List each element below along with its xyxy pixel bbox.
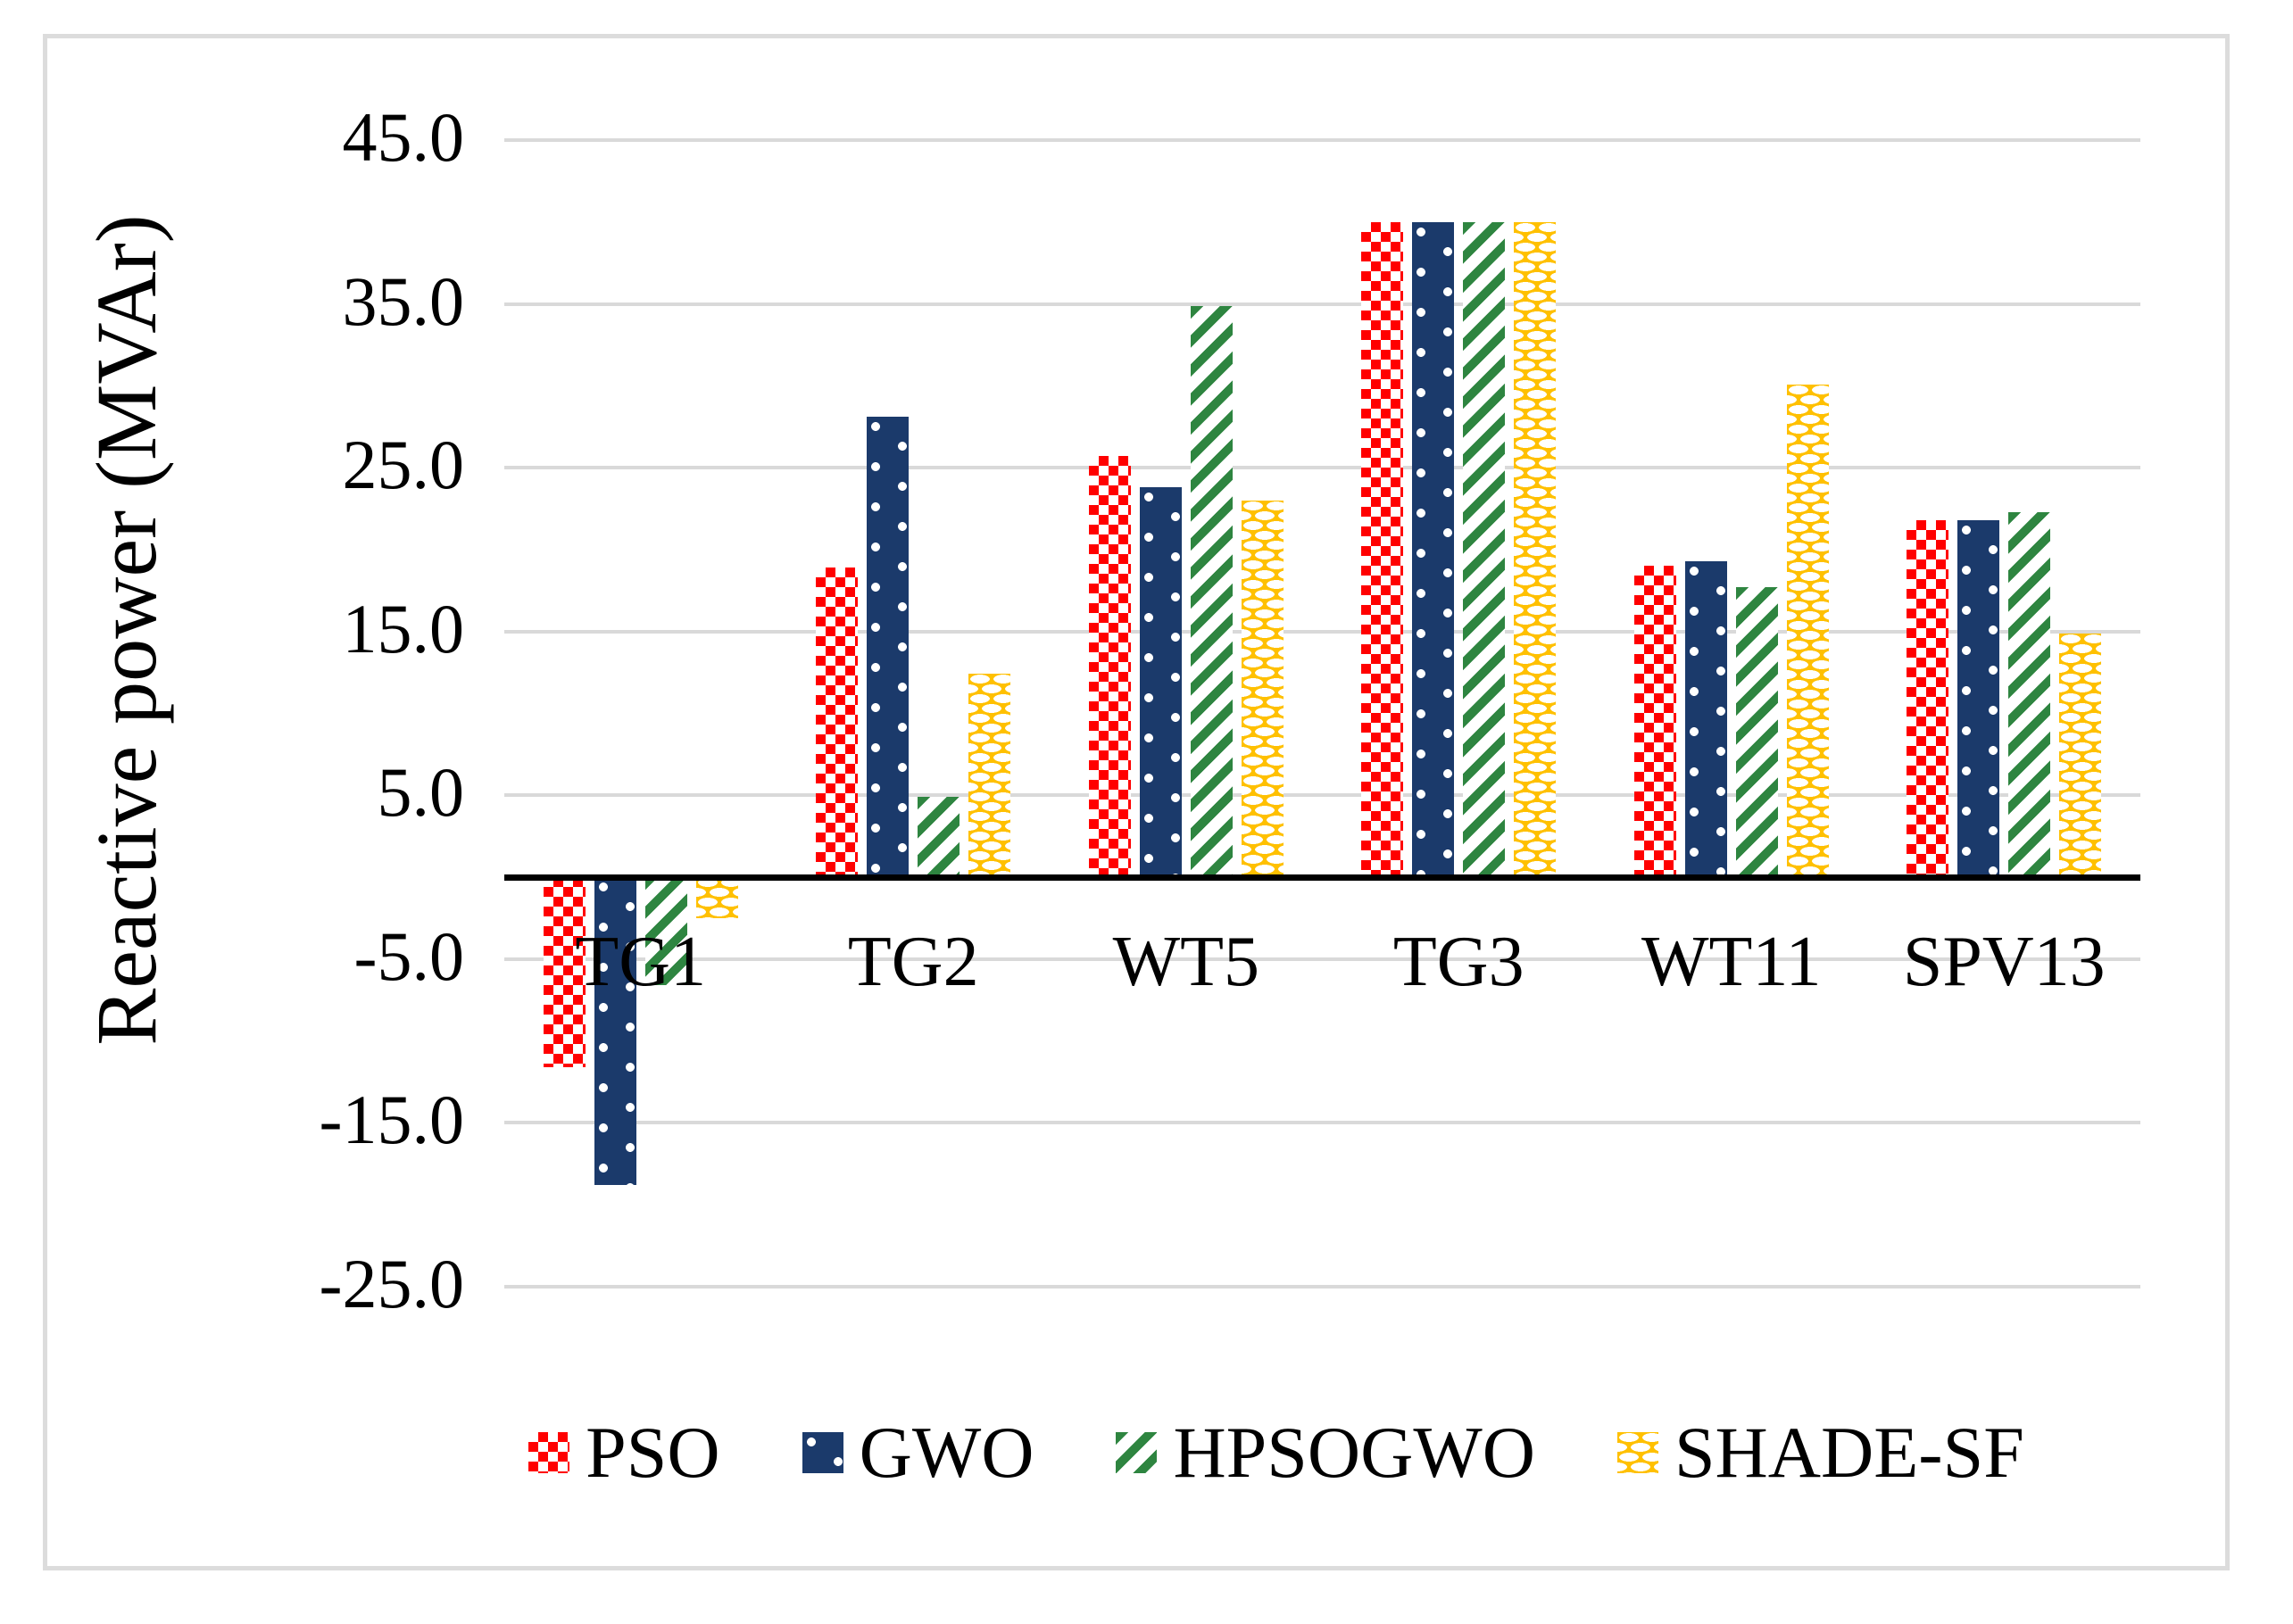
bar-pso-tg1 — [543, 877, 586, 1067]
x-label-tg1: TG1 — [575, 923, 707, 1001]
x-label-wt5: WT5 — [1112, 923, 1259, 1001]
legend-swatch-hpsogwo — [1116, 1432, 1158, 1473]
bar-hpsogwo-spv13 — [2008, 511, 2051, 877]
x-label-tg2: TG2 — [847, 923, 979, 1001]
gridline-45.0 — [504, 138, 2140, 143]
bar-shade-sf-tg1 — [695, 877, 738, 918]
legend-swatch-shade-sf — [1616, 1432, 1658, 1473]
legend-item-shade-sf: SHADE-SF — [1616, 1412, 2024, 1493]
legend-swatch-pso — [528, 1432, 570, 1473]
gridline-25.0 — [504, 466, 2140, 470]
gridline--25.0 — [504, 1284, 2140, 1288]
y-tick-label-35.0: 35.0 — [342, 261, 465, 340]
bar-shade-sf-wt11 — [1786, 384, 1829, 877]
y-tick-label--25.0: -25.0 — [319, 1244, 464, 1322]
legend-label-hpsogwo: HPSOGWO — [1173, 1412, 1535, 1493]
bar-pso-wt5 — [1088, 456, 1131, 877]
bar-shade-sf-tg2 — [968, 674, 1011, 877]
bar-pso-tg2 — [816, 568, 859, 877]
x-label-spv13: SPV13 — [1902, 923, 2106, 1001]
y-tick-label--15.0: -15.0 — [319, 1081, 464, 1159]
figure-frame — [43, 34, 2230, 1570]
bar-hpsogwo-tg3 — [1463, 222, 1506, 877]
bar-shade-sf-spv13 — [2059, 633, 2102, 877]
y-tick-label-15.0: 15.0 — [342, 589, 465, 667]
legend-item-pso: PSO — [528, 1412, 720, 1493]
bar-gwo-tg3 — [1412, 222, 1455, 877]
legend-label-pso: PSO — [586, 1412, 720, 1493]
y-tick-label-25.0: 25.0 — [342, 426, 465, 504]
x-label-tg3: TG3 — [1392, 923, 1525, 1001]
bar-gwo-wt11 — [1684, 560, 1727, 877]
bar-pso-wt11 — [1633, 566, 1676, 877]
bar-hpsogwo-wt11 — [1735, 587, 1778, 877]
bar-hpsogwo-wt5 — [1190, 305, 1233, 877]
gridline--15.0 — [504, 1121, 2140, 1125]
legend-item-hpsogwo: HPSOGWO — [1116, 1412, 1535, 1493]
legend-label-gwo: GWO — [859, 1412, 1034, 1493]
y-tick-label--5.0: -5.0 — [353, 916, 464, 995]
bar-gwo-tg1 — [594, 877, 636, 1185]
legend-item-gwo: GWO — [802, 1416, 1034, 1489]
x-axis-zero-line — [504, 874, 2140, 881]
bar-pso-spv13 — [1907, 519, 1949, 877]
bar-gwo-tg2 — [867, 417, 910, 877]
legend: PSO GWO HPSOGWO SHADE-SF — [428, 1399, 2124, 1506]
plot-area — [504, 107, 2140, 1356]
gridline-15.0 — [504, 629, 2140, 634]
bar-shade-sf-tg3 — [1514, 222, 1557, 877]
gridline-35.0 — [504, 302, 2140, 306]
x-label-wt11: WT11 — [1641, 923, 1822, 1001]
bar-gwo-wt5 — [1139, 487, 1182, 877]
bar-pso-tg3 — [1361, 222, 1404, 877]
gridline-5.0 — [504, 793, 2140, 798]
bar-shade-sf-wt5 — [1241, 500, 1284, 877]
legend-swatch-gwo — [802, 1432, 843, 1473]
y-tick-label-5.0: 5.0 — [377, 753, 465, 832]
bar-hpsogwo-tg1 — [644, 877, 687, 986]
legend-label-shade-sf: SHADE-SF — [1674, 1412, 2024, 1493]
gridline--5.0 — [504, 957, 2140, 961]
bar-hpsogwo-tg2 — [918, 797, 960, 877]
bar-gwo-spv13 — [1957, 519, 2000, 877]
y-tick-label-45.0: 45.0 — [342, 98, 465, 177]
